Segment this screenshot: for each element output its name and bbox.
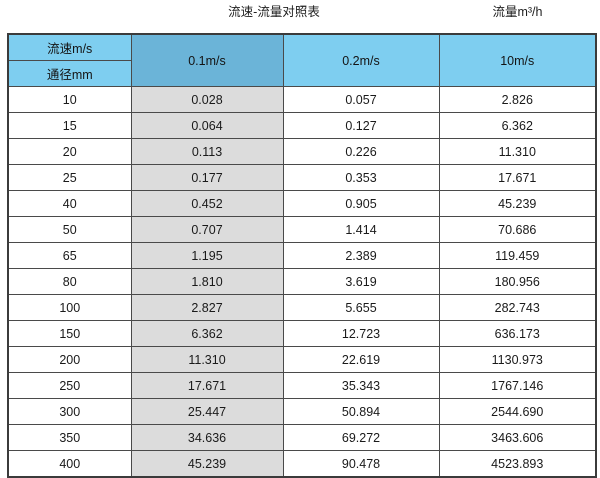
cell-flow-0.2ms: 90.478 [282,450,440,478]
cell-diameter: 80 [7,268,132,295]
cell-flow-0.1ms: 6.362 [130,320,284,347]
flow-comparison-table: 流速m/s 0.1m/s 0.2m/s 10m/s 通径mm 10 0.028 … [7,33,597,478]
cell-diameter: 65 [7,242,132,269]
cell-flow-10ms: 3463.606 [438,424,597,451]
cell-flow-10ms: 1130.973 [438,346,597,373]
table-row: 250 17.671 35.343 1767.146 [7,372,597,399]
cell-flow-0.1ms: 11.310 [130,346,284,373]
cell-flow-0.2ms: 69.272 [282,424,440,451]
cell-diameter: 10 [7,86,132,113]
cell-flow-0.2ms: 35.343 [282,372,440,399]
table-row: 25 0.177 0.353 17.671 [7,164,597,191]
header-diameter-label: 通径mm [7,60,132,87]
cell-flow-10ms: 1767.146 [438,372,597,399]
cell-flow-0.1ms: 0.064 [130,112,284,139]
cell-flow-0.2ms: 0.226 [282,138,440,165]
cell-flow-0.2ms: 50.894 [282,398,440,425]
flow-table-body: 流速m/s 0.1m/s 0.2m/s 10m/s 通径mm 10 0.028 … [7,33,597,478]
flow-table-container: 流速m/s 0.1m/s 0.2m/s 10m/s 通径mm 10 0.028 … [7,33,597,478]
caption-strip: 流速-流量对照表 流量m³/h [0,0,600,33]
table-row: 65 1.195 2.389 119.459 [7,242,597,269]
cell-flow-0.1ms: 2.827 [130,294,284,321]
cell-flow-0.1ms: 0.707 [130,216,284,243]
cell-flow-10ms: 4523.893 [438,450,597,478]
cell-diameter: 25 [7,164,132,191]
cell-flow-0.1ms: 0.028 [130,86,284,113]
cell-flow-0.1ms: 0.177 [130,164,284,191]
cell-flow-0.2ms: 2.389 [282,242,440,269]
cell-flow-0.1ms: 25.447 [130,398,284,425]
table-row: 10 0.028 0.057 2.826 [7,86,597,113]
cell-flow-10ms: 6.362 [438,112,597,139]
table-row: 50 0.707 1.414 70.686 [7,216,597,243]
header-velocity-label: 流速m/s [7,33,132,61]
cell-diameter: 20 [7,138,132,165]
table-row: 15 0.064 0.127 6.362 [7,112,597,139]
cell-flow-10ms: 45.239 [438,190,597,217]
cell-flow-0.2ms: 3.619 [282,268,440,295]
table-header-row-top: 流速m/s 0.1m/s 0.2m/s 10m/s [7,33,597,87]
table-header-row-bottom: 通径mm [7,60,596,87]
cell-flow-10ms: 282.743 [438,294,597,321]
table-row: 300 25.447 50.894 2544.690 [7,398,597,425]
table-row: 20 0.113 0.226 11.310 [7,138,597,165]
table-row: 400 45.239 90.478 4523.893 [7,450,597,478]
cell-diameter: 400 [7,450,132,478]
cell-flow-0.2ms: 12.723 [282,320,440,347]
table-row: 200 11.310 22.619 1130.973 [7,346,597,373]
page-title: 流速-流量对照表 [228,5,320,19]
cell-diameter: 50 [7,216,132,243]
cell-flow-0.1ms: 0.113 [130,138,284,165]
table-row: 150 6.362 12.723 636.173 [7,320,597,347]
table-row: 350 34.636 69.272 3463.606 [7,424,597,451]
cell-flow-0.2ms: 5.655 [282,294,440,321]
cell-flow-0.1ms: 1.195 [130,242,284,269]
cell-flow-10ms: 70.686 [438,216,597,243]
cell-flow-10ms: 2.826 [438,86,597,113]
cell-flow-10ms: 119.459 [438,242,597,269]
cell-flow-0.2ms: 1.414 [282,216,440,243]
header-column-0.2ms: 0.2m/s [282,33,440,87]
flow-unit-label: 流量m³/h [492,5,543,19]
header-column-0.1ms: 0.1m/s [130,33,284,87]
header-column-10ms: 10m/s [438,33,597,87]
cell-flow-10ms: 11.310 [438,138,597,165]
cell-diameter: 350 [7,424,132,451]
cell-diameter: 15 [7,112,132,139]
cell-flow-10ms: 2544.690 [438,398,597,425]
cell-flow-0.2ms: 0.127 [282,112,440,139]
cell-flow-0.2ms: 22.619 [282,346,440,373]
table-row: 40 0.452 0.905 45.239 [7,190,597,217]
cell-flow-0.1ms: 0.452 [130,190,284,217]
cell-diameter: 150 [7,320,132,347]
cell-flow-0.2ms: 0.057 [282,86,440,113]
cell-flow-10ms: 180.956 [438,268,597,295]
cell-flow-10ms: 636.173 [438,320,597,347]
table-row: 100 2.827 5.655 282.743 [7,294,597,321]
cell-flow-0.1ms: 34.636 [130,424,284,451]
cell-diameter: 300 [7,398,132,425]
cell-flow-0.2ms: 0.905 [282,190,440,217]
cell-flow-0.1ms: 1.810 [130,268,284,295]
cell-flow-10ms: 17.671 [438,164,597,191]
cell-diameter: 250 [7,372,132,399]
cell-flow-0.1ms: 17.671 [130,372,284,399]
cell-diameter: 100 [7,294,132,321]
cell-diameter: 40 [7,190,132,217]
cell-flow-0.1ms: 45.239 [130,450,284,478]
table-row: 80 1.810 3.619 180.956 [7,268,597,295]
cell-flow-0.2ms: 0.353 [282,164,440,191]
cell-diameter: 200 [7,346,132,373]
